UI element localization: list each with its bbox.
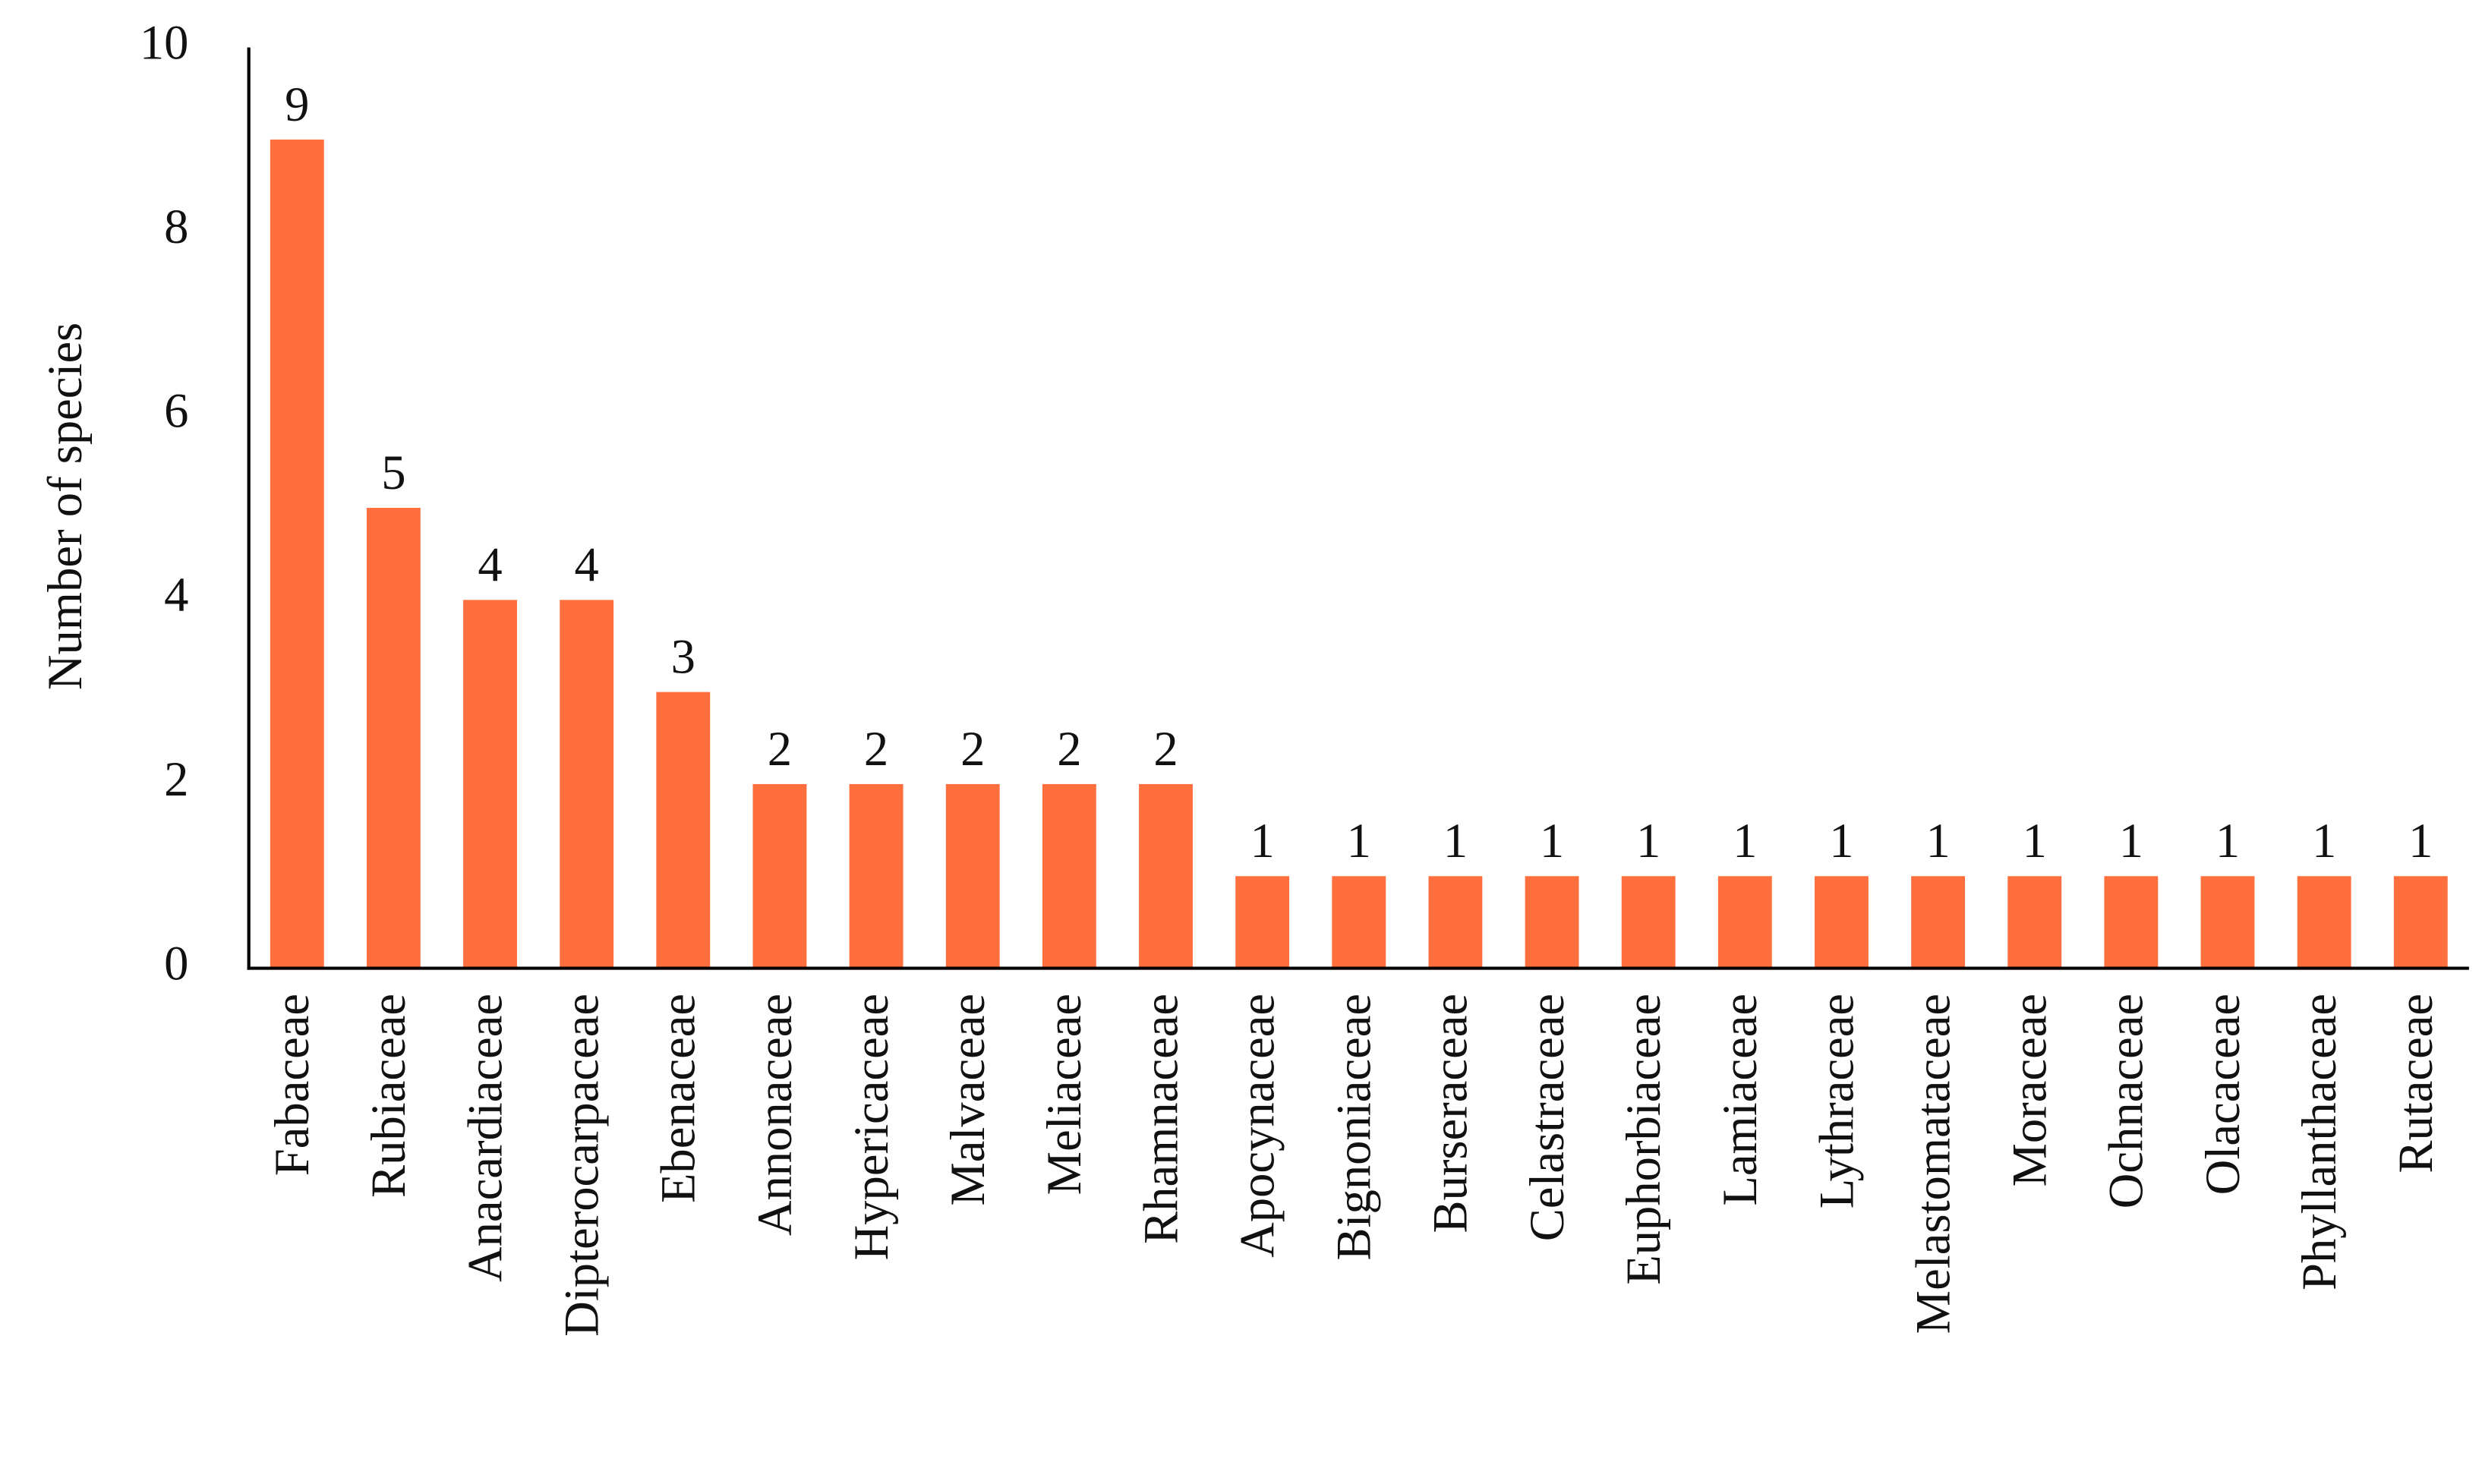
bar [2200,876,2255,969]
bar [656,692,711,969]
bar [1428,876,1483,969]
data-label: 2 [960,721,985,776]
data-label: 2 [864,721,888,776]
bar [2393,876,2448,969]
x-tick-label: Meliaceae [1036,994,1091,1195]
x-tick-label: Anacardiaceae [457,994,512,1282]
data-label: 1 [2119,813,2143,868]
x-tick-label: Dipterocarpaceae [554,994,609,1337]
x-tick-label: Bignoniaceae [1326,994,1381,1261]
data-label: 3 [671,629,695,684]
y-tick-label: 6 [164,383,188,438]
data-label: 5 [381,445,405,499]
data-label: 2 [1057,721,1081,776]
data-label: 1 [2312,813,2336,868]
data-label: 2 [1153,721,1178,776]
bar [366,508,421,969]
bar [560,600,614,969]
data-label: 1 [2023,813,2047,868]
data-label: 1 [1829,813,1853,868]
x-tick-label: Ochnaceae [2099,994,2153,1208]
y-tick-label: 2 [164,751,188,806]
data-label: 4 [575,537,599,591]
x-tick-label: Rhamnaceae [1133,994,1187,1244]
bar [2007,876,2062,969]
data-label: 1 [1250,813,1274,868]
bar [1621,876,1676,969]
x-tick-label: Hypericaceae [844,994,898,1260]
y-tick-label: 8 [164,199,188,254]
bar [1139,783,1193,969]
bar [2104,876,2159,969]
bar [1815,876,1869,969]
data-label: 2 [768,721,792,776]
bar [752,783,807,969]
data-label: 1 [2216,813,2240,868]
x-tick-label: Phyllanthaceae [2291,994,2346,1290]
bar [1717,876,1772,969]
bar [270,139,324,969]
bar [1911,876,1966,969]
x-tick-label: Rubiaceae [361,994,415,1198]
data-label: 4 [478,537,502,591]
bar [849,783,904,969]
bar [1525,876,1579,969]
bar [1332,876,1386,969]
x-tick-label: Rutaceae [2388,994,2443,1174]
data-label: 1 [1443,813,1468,868]
data-label: 1 [1733,813,1757,868]
data-label: 1 [1636,813,1660,868]
data-label: 1 [1347,813,1371,868]
x-tick-label: Melastomataceae [1905,994,1960,1334]
bar [2297,876,2351,969]
x-tick-label: Malvaceae [940,994,995,1206]
x-tick-label: Moraceae [2002,994,2057,1187]
x-tick-label: Burseraceae [1423,994,1478,1234]
x-tick-label: Lamiaceae [1712,994,1767,1206]
data-label: 1 [1540,813,1564,868]
x-tick-label: Fabaceae [264,994,319,1176]
data-label: 1 [2408,813,2433,868]
x-tick-label: Apocynaceae [1229,994,1284,1258]
x-tick-label: Olacaceae [2195,994,2250,1195]
y-tick-label: 0 [164,935,188,990]
bar [463,600,517,969]
x-tick-label: Ebenaceae [651,994,705,1203]
x-tick-label: Lythraceae [1809,994,1863,1208]
y-tick-label: 4 [164,567,188,622]
data-label: 9 [285,77,309,131]
x-tick-label: Euphorbiaceae [1616,994,1670,1285]
bar [945,783,1000,969]
bar [1235,876,1290,969]
y-tick-label: 10 [140,14,189,69]
bar [1042,783,1096,969]
x-tick-label: Celastraceae [1519,994,1574,1241]
data-label: 1 [1925,813,1950,868]
y-axis-label: Number of species [37,323,92,690]
x-tick-label: Annonaceae [747,994,802,1236]
